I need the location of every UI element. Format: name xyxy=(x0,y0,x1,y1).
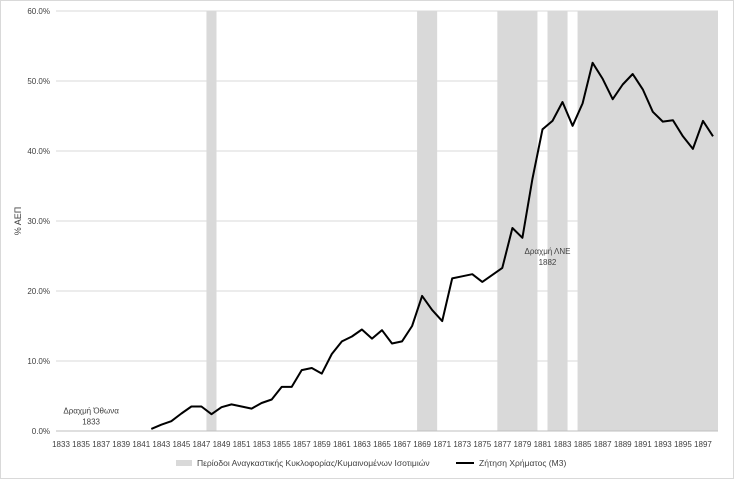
x-tick-label: 1845 xyxy=(172,440,190,449)
series-line xyxy=(150,61,714,430)
x-tick-label: 1881 xyxy=(534,440,552,449)
x-tick-label: 1863 xyxy=(353,440,371,449)
annotation-label: Δραχμή ΛΝΕ 1882 xyxy=(524,247,570,267)
legend-shaded-swatch xyxy=(176,460,192,466)
y-tick-label: 10.0% xyxy=(27,357,50,366)
y-tick-labels: 0.0% 10.0% 20.0% 30.0% 40.0% 50.0% 60.0% xyxy=(27,7,50,436)
y-tick-label: 50.0% xyxy=(27,77,50,86)
y-tick-label: 20.0% xyxy=(27,287,50,296)
x-tick-label: 1885 xyxy=(574,440,592,449)
y-tick-label: 30.0% xyxy=(27,217,50,226)
legend: Περίοδοι Αναγκαστικής Κυκλοφορίας/Κυμαιν… xyxy=(176,458,566,468)
annotation-label: Δραχμή Όθωνα 1833 xyxy=(63,407,119,427)
x-tick-label: 1897 xyxy=(694,440,712,449)
x-tick-label: 1871 xyxy=(433,440,451,449)
x-tick-labels: 1833 1835 1837 1839 1841 1843 1845 1847 1849 1851… xyxy=(52,440,712,449)
x-tick-label: 1895 xyxy=(674,440,692,449)
annotation-line: 1882 xyxy=(539,258,557,267)
x-tick-label: 1879 xyxy=(514,440,532,449)
x-tick-label: 1851 xyxy=(233,440,251,449)
annotations: Δραχμή Όθωνα 1833 Δραχμή ΛΝΕ 1882 xyxy=(63,247,570,427)
legend-line-label: Ζήτηση Χρήματος (Μ3) xyxy=(479,458,566,468)
x-tick-label: 1837 xyxy=(92,440,110,449)
x-tick-label: 1853 xyxy=(253,440,271,449)
x-tick-label: 1869 xyxy=(413,440,431,449)
y-tick-label: 0.0% xyxy=(32,427,50,436)
x-tick-label: 1835 xyxy=(72,440,90,449)
x-tick-label: 1841 xyxy=(132,440,150,449)
x-tick-label: 1883 xyxy=(554,440,572,449)
x-tick-label: 1877 xyxy=(493,440,511,449)
x-tick-label: 1839 xyxy=(112,440,130,449)
x-tick-label: 1855 xyxy=(273,440,291,449)
x-tick-label: 1891 xyxy=(634,440,652,449)
gridlines xyxy=(56,10,718,432)
x-tick-label: 1865 xyxy=(373,440,391,449)
annotation-line: 1833 xyxy=(82,418,100,427)
y-tick-label: 40.0% xyxy=(27,147,50,156)
series-lines xyxy=(150,61,714,430)
x-tick-label: 1893 xyxy=(654,440,672,449)
annotation-line: Δραχμή Όθωνα xyxy=(63,407,119,416)
annotation-line: Δραχμή ΛΝΕ xyxy=(524,247,570,256)
x-tick-label: 1843 xyxy=(152,440,170,449)
x-tick-label: 1833 xyxy=(52,440,70,449)
x-tick-label: 1889 xyxy=(614,440,632,449)
x-tick-label: 1887 xyxy=(594,440,612,449)
x-tick-label: 1859 xyxy=(313,440,331,449)
x-tick-label: 1857 xyxy=(293,440,311,449)
x-tick-label: 1849 xyxy=(213,440,231,449)
y-tick-label: 60.0% xyxy=(27,7,50,16)
y-axis-label: % ΑΕΠ xyxy=(13,207,23,236)
x-tick-label: 1873 xyxy=(453,440,471,449)
x-tick-label: 1867 xyxy=(393,440,411,449)
legend-shaded-label: Περίοδοι Αναγκαστικής Κυκλοφορίας/Κυμαιν… xyxy=(197,458,430,468)
x-tick-label: 1875 xyxy=(473,440,491,449)
x-tick-label: 1847 xyxy=(193,440,211,449)
x-tick-label: 1861 xyxy=(333,440,351,449)
